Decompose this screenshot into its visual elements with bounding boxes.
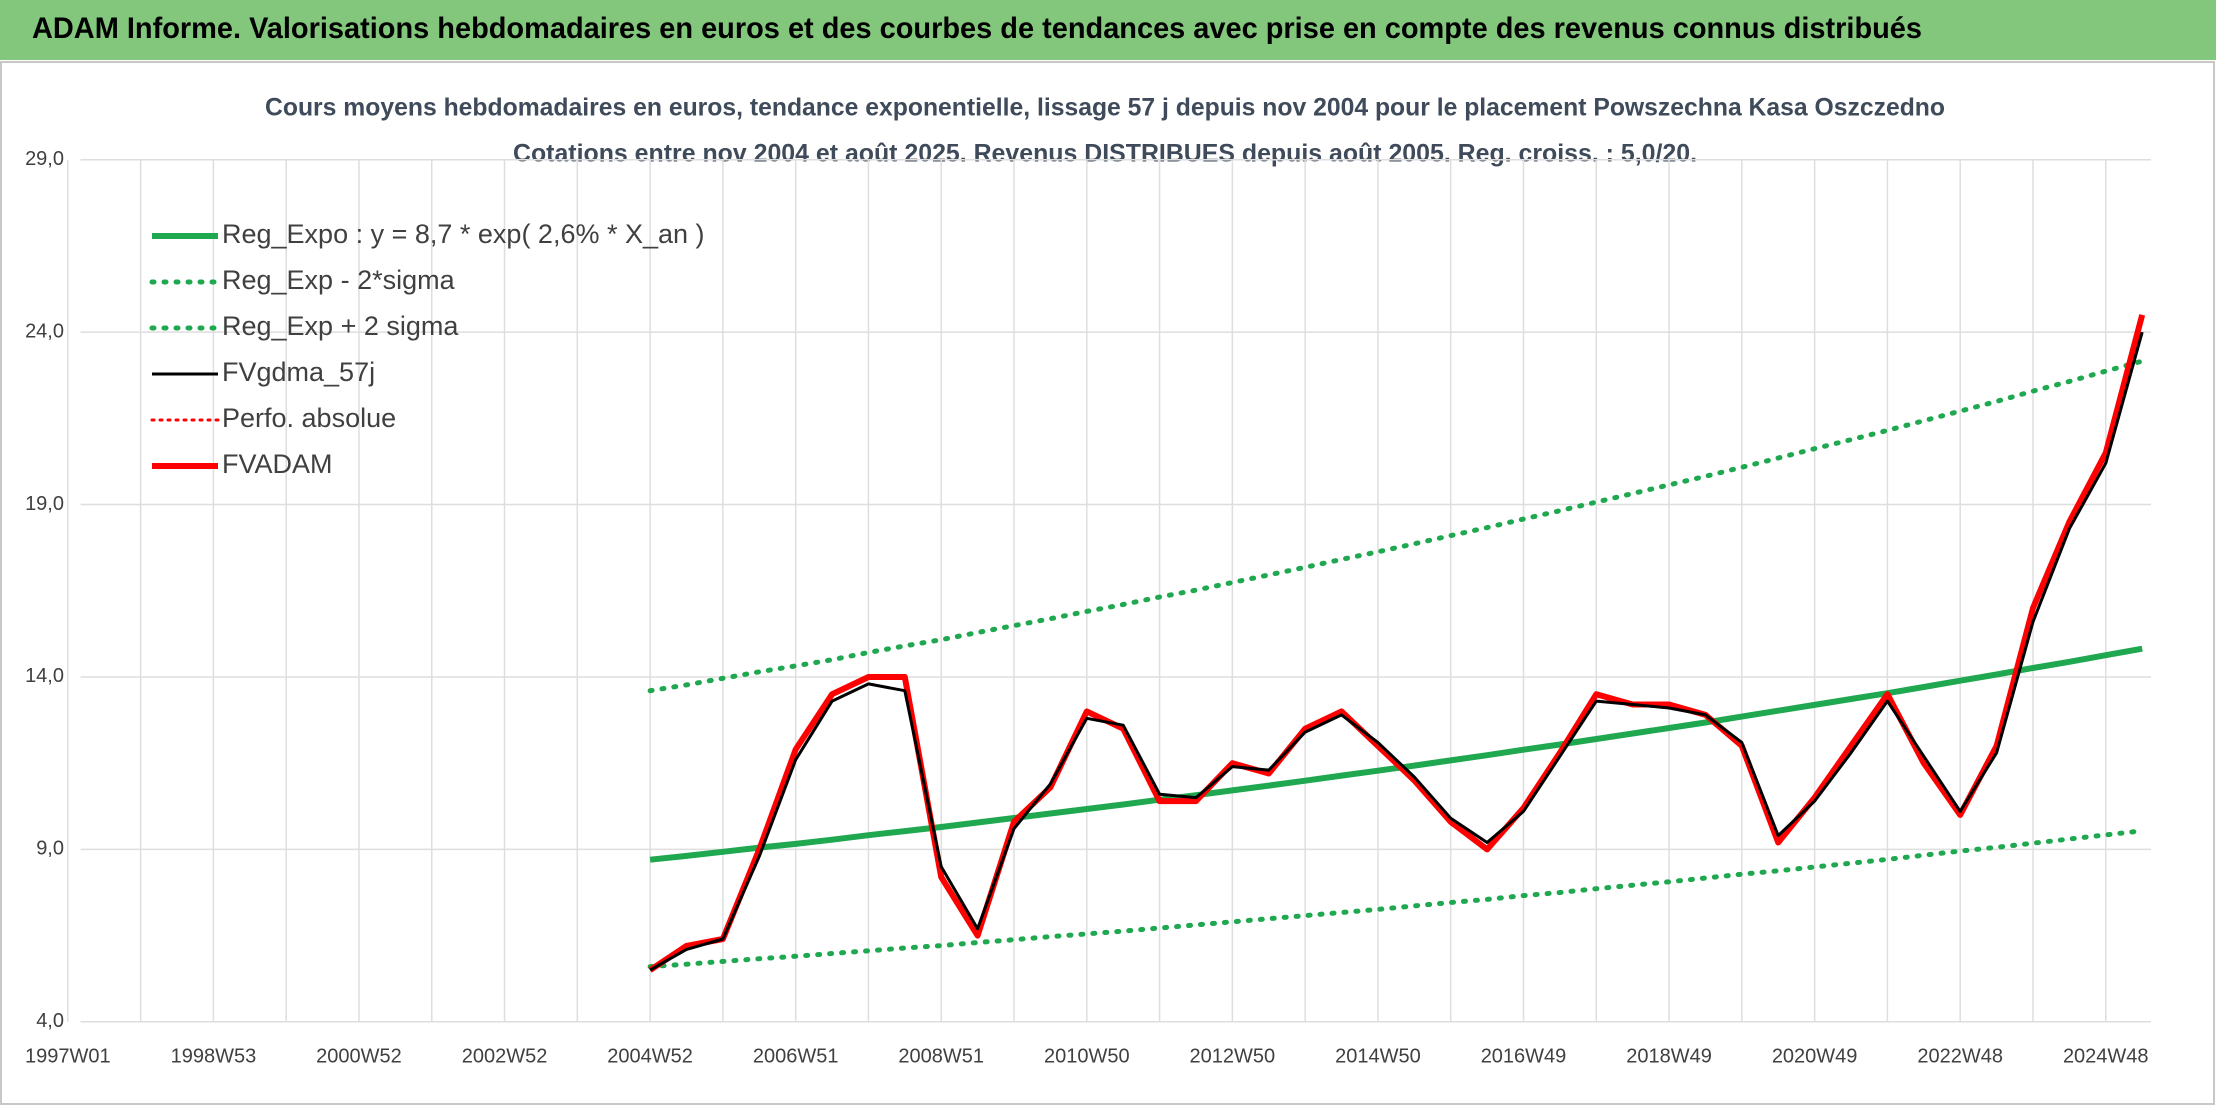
- header-bar: [0, 0, 2216, 60]
- x-tick-label: 1997W01: [25, 1045, 111, 1067]
- legend-label: FVADAM: [222, 449, 333, 479]
- x-tick-label: 2012W50: [1190, 1045, 1276, 1067]
- y-tick-label: 9,0: [36, 838, 64, 860]
- x-tick-label: 2010W50: [1044, 1045, 1130, 1067]
- x-tick-label: 2008W51: [898, 1045, 984, 1067]
- legend-label: Reg_Expo : y = 8,7 * exp( 2,6% * X_an ): [222, 219, 705, 249]
- y-tick-label: 14,0: [25, 665, 64, 687]
- y-tick-label: 4,0: [36, 1010, 64, 1032]
- chart-title: Cours moyens hebdomadaires en euros, ten…: [265, 94, 1945, 122]
- y-tick-label: 19,0: [25, 493, 64, 515]
- legend-label: Reg_Exp + 2 sigma: [222, 311, 459, 341]
- series-line: [647, 828, 2145, 970]
- series-line: [647, 358, 2145, 694]
- x-tick-label: 2024W48: [2063, 1045, 2149, 1067]
- series-line: [649, 331, 2144, 972]
- legend-label: Perfo. absolue: [222, 403, 396, 433]
- x-tick-label: 2002W52: [462, 1045, 548, 1067]
- x-tick-label: 2022W48: [1917, 1045, 2003, 1067]
- chart-subtitle: Cotations entre nov 2004 et août 2025. R…: [513, 140, 1697, 168]
- x-tick-label: 2018W49: [1626, 1045, 1712, 1067]
- legend-label: FVgdma_57j: [222, 357, 375, 387]
- legend-label: Reg_Exp - 2*sigma: [222, 265, 456, 295]
- x-tick-label: 2004W52: [607, 1045, 693, 1067]
- series-line: [649, 645, 2143, 863]
- x-tick-label: 1998W53: [171, 1045, 257, 1067]
- x-tick-label: 2006W51: [753, 1045, 839, 1067]
- x-tick-label: 2016W49: [1481, 1045, 1567, 1067]
- x-tick-label: 2020W49: [1772, 1045, 1858, 1067]
- x-tick-label: 2000W52: [316, 1045, 402, 1067]
- y-tick-label: 29,0: [25, 148, 64, 170]
- x-tick-label: 2014W50: [1335, 1045, 1421, 1067]
- series-line: [648, 314, 2146, 973]
- y-tick-label: 24,0: [25, 320, 64, 342]
- header-title: ADAM Informe. Valorisations hebdomadaire…: [32, 12, 1922, 45]
